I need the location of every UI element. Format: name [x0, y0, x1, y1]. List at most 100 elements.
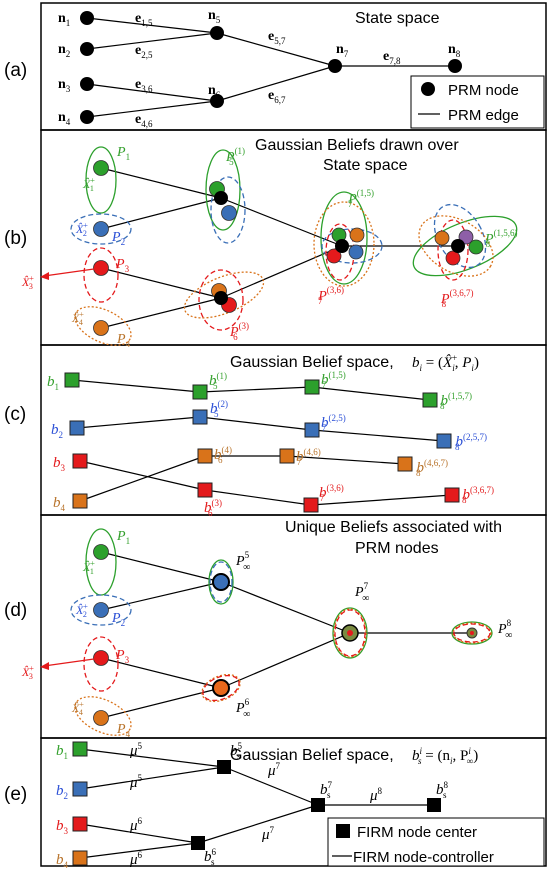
- edge-label-4-6: e4,6: [135, 112, 153, 129]
- panel-e-legend: FIRM node center FIRM node-controller: [327, 817, 545, 867]
- panel-d-frame: [40, 514, 547, 739]
- belief-mean-8-257: [458, 229, 474, 245]
- legend-prm-node-label: PRM node: [448, 82, 519, 99]
- panel-c: Gaussian Belief space, bi = (X̂+ i, Pi): [47, 353, 494, 518]
- belief-sq-b3: [72, 453, 88, 469]
- c-line-5-7-1: [199, 386, 313, 393]
- c-line-7-8-1: [311, 386, 431, 401]
- c-line-1-5: [71, 379, 201, 393]
- belief-sq-b7-15: [304, 379, 320, 395]
- prm-node-2: [80, 42, 94, 56]
- panel-a-node-labels: n1 n2 n3 n4 n5 n6 n7 n8: [58, 8, 461, 127]
- panel-b-title-line1: Gaussian Beliefs drawn over: [255, 137, 459, 154]
- panel-label-c: (c): [4, 404, 26, 425]
- d-label-pinf-8: P8 ∞: [497, 618, 512, 641]
- belief-sq-b5-2: [192, 409, 208, 425]
- belief-sq-b7-25: [304, 422, 320, 438]
- belief-mean-8-157: [468, 239, 484, 255]
- panel-c-formula: bi = (X̂+ i, Pi): [412, 353, 479, 373]
- e-edge-2-5: [79, 766, 225, 790]
- c-label-b5-2: b(2) 5: [210, 399, 228, 419]
- label-p4: P4: [116, 332, 131, 349]
- panel-b-title-line2: State space: [323, 157, 408, 174]
- d-label-p3: P3: [115, 648, 130, 665]
- c-line-7-8-4: [286, 455, 406, 465]
- panel-c-title: Gaussian Belief space,: [230, 354, 394, 371]
- belief-sq-b7-46: [279, 448, 295, 464]
- edge-d-6-7: [220, 632, 351, 689]
- c-label-b8-467: b(4,6,7) 8: [416, 458, 448, 478]
- prm-node-8: [448, 59, 462, 73]
- node-label-5: n5: [208, 8, 221, 25]
- arrow-x3-head: [40, 272, 49, 280]
- cov-ellipse-p8-orange: [418, 215, 494, 277]
- d-label-x3: X̂+ 3: [21, 664, 34, 681]
- c-line-3-6: [79, 460, 206, 491]
- prm-node-3: [80, 77, 94, 91]
- panel-a-edge-labels: e1,5 e2,5 e3,6 e4,6 e5,7 e6,7 e7,8: [135, 11, 401, 129]
- d-label-pinf-5: P5 ∞: [235, 550, 250, 573]
- label-x3: X̂+ 3: [21, 274, 34, 291]
- d-belief-2: [93, 602, 109, 618]
- e-label-mu-7: μ8: [369, 786, 383, 804]
- prm-node-6: [210, 94, 224, 108]
- e-edge-4-6: [79, 842, 199, 859]
- c-label-b1: b1: [47, 374, 59, 392]
- cov-ellipse-p5-green: [205, 149, 241, 231]
- label-x1: X̂+ 1: [82, 176, 95, 193]
- edge-b-3-6: [100, 267, 222, 299]
- node-label-2: n2: [58, 42, 70, 59]
- c-label-b3: b3: [53, 455, 66, 473]
- label-x4: X̂+ 4: [71, 310, 84, 327]
- firm-node-6: [191, 836, 205, 850]
- cov-ellipse-p4: [74, 306, 132, 346]
- c-line-7-8-3: [310, 494, 453, 506]
- panel-a-legend: PRM node PRM edge: [410, 75, 545, 129]
- edge-3-6: [86, 83, 218, 102]
- e-label-mu-1: μ5: [129, 741, 143, 759]
- e-edge-1-5: [79, 748, 225, 768]
- d-ellipse-p8-orange: [452, 622, 492, 644]
- panel-d-title-line1: Unique Beliefs associated with: [285, 519, 502, 536]
- d-label-pinf-6: P6 ∞: [235, 697, 250, 720]
- cov-ellipse-p5-blue: [210, 176, 246, 244]
- cov-ellipse-p8-red: [437, 219, 469, 281]
- belief-mean-4: [93, 320, 109, 336]
- c-label-b7-46: b(4,6) 7: [296, 447, 321, 467]
- d-ellipse-p7-red: [334, 609, 366, 657]
- edge-b-1-5: [100, 167, 222, 199]
- edge-label-2-5: e2,5: [135, 43, 153, 60]
- label-x2: X̂+ 2: [75, 221, 88, 238]
- prm-node-b-5: [214, 191, 228, 205]
- e-belief-sq-b2: [72, 781, 88, 797]
- belief-sq-b8-367: [444, 487, 460, 503]
- d-arrow-x3-line: [43, 657, 102, 667]
- panel-a: State space n1 n2 n3 n4 n5 n6 n7 n8 e1,5: [58, 8, 545, 129]
- belief-sq-b4: [72, 493, 88, 509]
- c-label-b6-4: b(4) 6: [214, 445, 232, 465]
- prm-node-1: [80, 11, 94, 25]
- edge-label-1-5: e1,5: [135, 11, 153, 28]
- d-label-x4: X̂+ 4: [71, 700, 84, 717]
- prm-node-5: [210, 26, 224, 40]
- prm-node-b-8: [451, 239, 465, 253]
- d-ellipse-p7-green: [332, 607, 368, 659]
- e-belief-sq-b3: [72, 816, 88, 832]
- e-edge-3-6: [79, 823, 199, 844]
- label-p7-36: P(3,6) 7: [317, 285, 344, 306]
- d-ellipse-p7-orange: [333, 608, 367, 658]
- c-label-b4: b4: [53, 495, 66, 513]
- panel-e-title: Gaussian Belief space,: [230, 747, 394, 764]
- panel-b: Gaussian Beliefs drawn over State space: [21, 137, 518, 349]
- label-p8-156: P(1,5,6) 8: [484, 228, 518, 249]
- belief-mean-2: [93, 221, 109, 237]
- edge-b-4-6: [100, 297, 222, 329]
- d-ellipse-p6-red: [202, 674, 240, 702]
- edge-label-7-8: e7,8: [383, 49, 401, 66]
- belief-mean-8-367: [445, 250, 461, 266]
- label-p2: P2: [111, 230, 125, 247]
- d-label-p1: P1: [116, 529, 130, 546]
- c-label-b8-257: b(2,5,7) 8: [455, 432, 487, 452]
- d-label-p4: P4: [116, 722, 131, 739]
- d-belief-1: [93, 544, 109, 560]
